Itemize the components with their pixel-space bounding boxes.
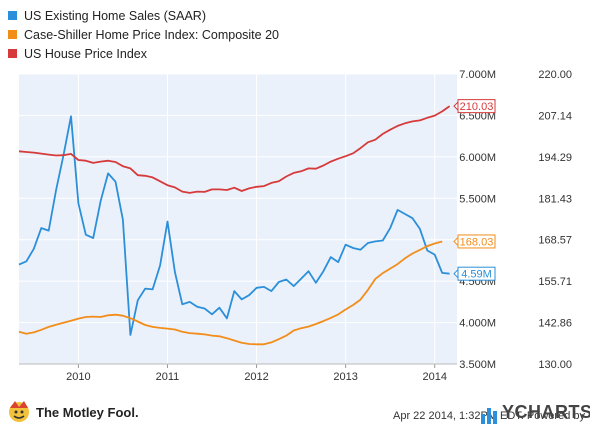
last-value-badge-house-price-index bbox=[457, 99, 496, 114]
legend-swatch-existing-home-sales bbox=[8, 11, 17, 20]
legend: US Existing Home Sales (SAAR) Case-Shill… bbox=[8, 6, 279, 63]
motley-fool-brand: The Motley Fool. bbox=[36, 405, 139, 420]
y-left-tick-label: 7.000M bbox=[459, 69, 496, 81]
last-value-label-existing-home-sales: 4.59M bbox=[461, 269, 492, 281]
line-chart: 3.500M4.000M4.500M5.000M5.500M6.000M6.50… bbox=[18, 69, 572, 383]
motley-fool-jester-icon bbox=[9, 401, 29, 422]
y-right-tick-label: 155.71 bbox=[538, 276, 572, 288]
legend-swatch-house-price-index bbox=[8, 49, 17, 58]
x-tick-label: 2010 bbox=[66, 371, 90, 383]
last-value-badge-existing-home-sales bbox=[457, 266, 496, 281]
series-line-house-price-index bbox=[18, 105, 451, 194]
last-value-label-house-price-index: 210.03 bbox=[460, 101, 494, 113]
y-left-tick-label: 5.500M bbox=[459, 193, 496, 205]
x-tick-label: 2012 bbox=[244, 371, 268, 383]
y-left-tick-label: 4.000M bbox=[459, 318, 496, 330]
legend-item-house-price-index[interactable]: US House Price Index bbox=[8, 44, 279, 63]
legend-item-case-shiller[interactable]: Case-Shiller Home Price Index: Composite… bbox=[8, 25, 279, 44]
y-right-tick-label: 220.00 bbox=[538, 69, 572, 81]
plot-area bbox=[19, 74, 457, 364]
ycharts-brand: YCHARTS bbox=[502, 402, 590, 422]
legend-swatch-case-shiller bbox=[8, 30, 17, 39]
legend-label-house-price-index: US House Price Index bbox=[24, 46, 147, 61]
y-right-tick-label: 207.14 bbox=[538, 110, 572, 122]
y-right-tick-label: 194.29 bbox=[538, 152, 572, 164]
legend-label-existing-home-sales: US Existing Home Sales (SAAR) bbox=[24, 8, 207, 23]
y-right-tick-label: 130.00 bbox=[538, 359, 572, 371]
y-left-tick-label: 6.500M bbox=[459, 110, 496, 122]
series-line-case-shiller bbox=[18, 240, 443, 346]
ycharts-bars-icon bbox=[481, 408, 497, 424]
legend-label-case-shiller: Case-Shiller Home Price Index: Composite… bbox=[24, 27, 279, 42]
y-left-tick-label: 6.000M bbox=[459, 152, 496, 164]
last-value-label-case-shiller: 168.03 bbox=[460, 236, 494, 248]
series-line-existing-home-sales bbox=[18, 115, 450, 336]
y-right-tick-label: 142.86 bbox=[538, 318, 572, 330]
legend-item-existing-home-sales[interactable]: US Existing Home Sales (SAAR) bbox=[8, 6, 279, 25]
x-tick-label: 2013 bbox=[333, 371, 357, 383]
y-right-tick-label: 181.43 bbox=[538, 193, 572, 205]
last-value-badge-case-shiller bbox=[457, 234, 496, 249]
x-tick-label: 2014 bbox=[422, 371, 446, 383]
y-left-tick-label: 3.500M bbox=[459, 359, 496, 371]
y-right-tick-label: 168.57 bbox=[538, 235, 572, 247]
x-tick-label: 2011 bbox=[156, 371, 180, 383]
